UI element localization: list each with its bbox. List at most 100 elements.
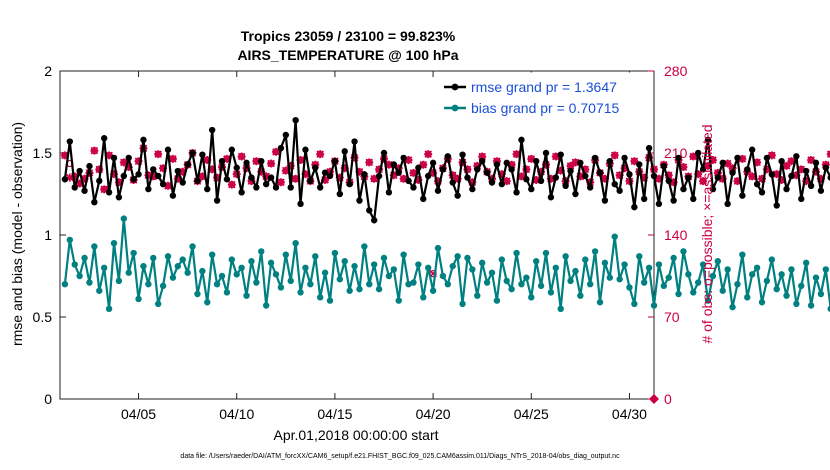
bias-point [503,277,510,285]
bias-point [135,295,142,303]
bias-point [685,271,692,278]
rmse-point [429,159,437,167]
obs-assimilated-point [208,165,217,174]
rmse-point [218,158,226,165]
bias-point [640,279,648,286]
rmse-point [675,154,682,162]
obs-assimilated-point [802,177,811,186]
bias-point [277,284,285,291]
obs-assimilated-point [65,173,74,182]
rmse-point [400,154,407,162]
y2-axis-label: # of obs: o=possible; ×=assimilated [699,124,715,343]
bias-point [253,279,260,286]
rmse-point [680,185,687,193]
bias-point [76,272,83,280]
bias-point [154,300,162,308]
bias-point [258,248,265,255]
obs-assimilated-point [753,158,762,167]
obs-assimilated-point [198,172,207,181]
rmse-point [66,138,74,145]
rmse-point [552,174,560,181]
rmse-point [685,174,692,181]
rmse-point [331,158,339,165]
bias-point [243,292,250,299]
rmse-point [361,171,368,178]
rmse-point [582,172,589,180]
obs-zero-marker [649,394,659,404]
obs-assimilated-point [262,172,271,181]
rmse-point [474,166,481,173]
obs-assimilated-point [404,156,413,165]
legend-box [438,72,651,118]
bias-point [753,264,761,271]
y-tick-label: 1.5 [33,145,53,161]
bias-point [420,294,427,301]
bias-point [248,258,255,265]
obs-assimilated-point [409,168,418,177]
rmse-point [650,172,658,180]
obs-assimilated-point [738,154,747,163]
obs-assimilated-point [100,185,109,194]
rmse-point [145,185,152,193]
bias-point [474,292,481,299]
rmse-point [596,169,604,176]
bias-point [528,294,535,301]
bias-point [272,271,280,278]
bias-point [91,243,98,250]
rmse-point [370,217,378,224]
bias-point [395,297,402,304]
obs-assimilated-point [291,174,300,183]
rmse-point [439,166,447,173]
bias-point [601,259,609,267]
rmse-point [223,176,231,183]
rmse-point [444,153,452,160]
rmse-point [547,194,555,201]
bias-point [223,289,231,296]
rmse-point [768,171,776,178]
bias-point [798,282,805,290]
rmse-point [253,184,260,191]
bias-point [434,244,442,252]
bias-point [66,236,74,244]
obs-assimilated-point [384,160,393,169]
obs-assimilated-point [448,171,457,180]
obs-assimilated-point [453,174,462,183]
bias-point [621,261,628,268]
rmse-point [523,176,530,183]
rmse-point [493,161,501,168]
rmse-point [454,192,461,199]
obs-assimilated-point [615,171,624,180]
rmse-point [817,187,825,194]
obs-assimilated-point [286,161,295,170]
obs-assimilated-point [473,161,482,170]
bias-point [218,272,226,280]
bias-point [316,294,324,301]
bias-point [626,284,633,291]
rmse-point [631,203,638,211]
rmse-point [179,179,186,186]
rmse-point [243,159,250,167]
rmse-point [783,185,790,193]
rmse-point [267,174,275,181]
obs-assimilated-point [723,159,732,168]
footnote: data file: /Users/raeder/DAI/ATM_forcXX/… [180,453,620,460]
rmse-point [346,180,353,188]
bias-point [341,258,348,265]
rmse-point [498,180,506,188]
obs-assimilated-point [664,171,673,180]
y-tick-label: 0.5 [33,309,53,325]
bias-point [336,276,344,283]
rmse-point [807,182,815,189]
bias-point [714,258,722,265]
rmse-point [91,199,98,206]
obs-assimilated-point [276,178,285,187]
rmse-point [449,179,456,186]
rmse-point [611,180,618,188]
bias-point [312,253,319,260]
obs-assimilated-point [355,167,364,176]
obs-assimilated-point [80,174,89,183]
rmse-point [665,177,672,185]
obs-assimilated-point [389,171,398,180]
obs-assimilated-point [694,170,703,179]
bias-point [513,249,520,257]
